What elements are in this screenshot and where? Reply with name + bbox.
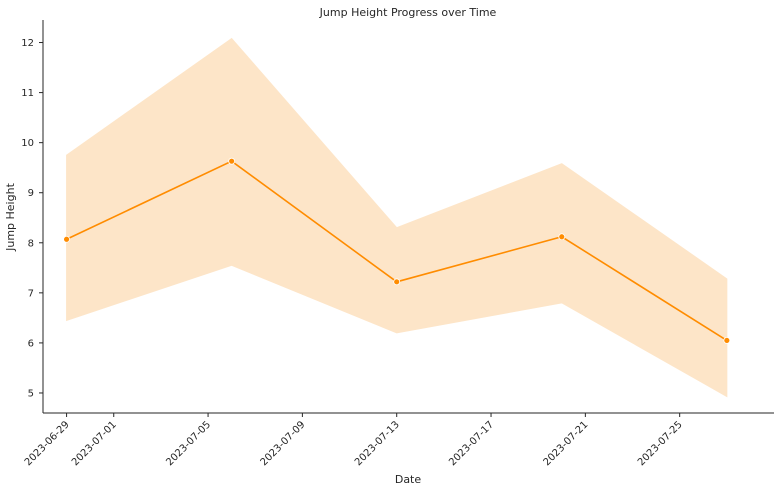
x-tick-label: 2023-07-09	[259, 419, 308, 468]
y-tick-label: 6	[28, 338, 34, 349]
data-point	[228, 157, 236, 165]
x-tick-label: 2023-07-13	[353, 419, 402, 468]
y-tick-label: 10	[21, 138, 34, 149]
x-axis-label: Date	[395, 473, 422, 486]
x-tick-label: 2023-07-17	[447, 419, 496, 468]
data-point	[558, 233, 566, 241]
plot-area	[63, 37, 731, 398]
y-axis-ticks: 5 6 7 8 9 10 11 12	[21, 38, 43, 399]
data-point	[63, 235, 70, 243]
x-tick-label: 2023-07-21	[542, 419, 591, 468]
y-tick-label: 9	[28, 188, 34, 199]
y-tick-label: 12	[21, 38, 34, 49]
data-point	[393, 278, 401, 286]
y-tick-label: 7	[28, 288, 34, 299]
y-tick-label: 11	[21, 88, 34, 99]
data-point	[723, 337, 731, 344]
confidence-band	[66, 37, 728, 398]
chart-title: Jump Height Progress over Time	[319, 6, 497, 19]
x-tick-label: 2023-07-25	[636, 419, 685, 468]
y-tick-label: 8	[28, 238, 34, 249]
y-tick-label: 5	[28, 388, 34, 399]
x-tick-label: 2023-07-05	[164, 419, 213, 468]
y-axis-label: Jump Height	[4, 182, 17, 251]
x-tick-label: 2023-07-01	[70, 419, 119, 468]
x-tick-label: 2023-06-29	[23, 419, 72, 468]
